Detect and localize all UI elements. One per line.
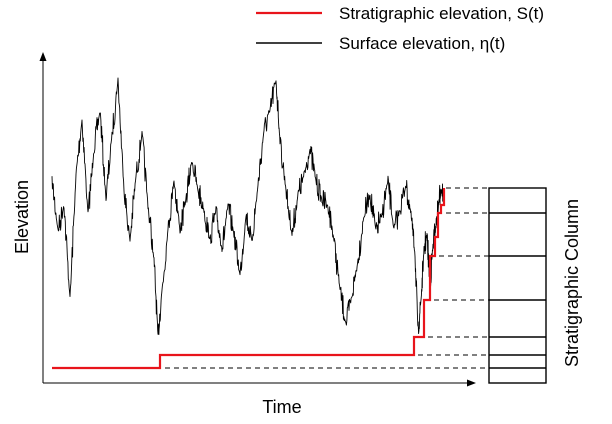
x-axis-arrowhead: [467, 379, 476, 387]
axes: Time Elevation: [12, 52, 476, 417]
legend: Stratigraphic elevation, S(t) Surface el…: [256, 4, 544, 53]
y-axis-arrowhead: [39, 52, 47, 61]
y-axis-label: Elevation: [12, 180, 32, 254]
stratigraphic-column: [488, 187, 547, 384]
correlation-dashes: [165, 187, 489, 369]
column-outline: [488, 187, 547, 384]
legend-surface-label: Surface elevation, η(t): [339, 34, 505, 53]
x-axis-label: Time: [262, 397, 301, 417]
stratigraphic-elevation-line: [52, 188, 446, 370]
column-label: Stratigraphic Column: [562, 199, 582, 367]
surface-elevation-line: [51, 77, 445, 335]
legend-stratigraphic-label: Stratigraphic elevation, S(t): [339, 4, 544, 23]
